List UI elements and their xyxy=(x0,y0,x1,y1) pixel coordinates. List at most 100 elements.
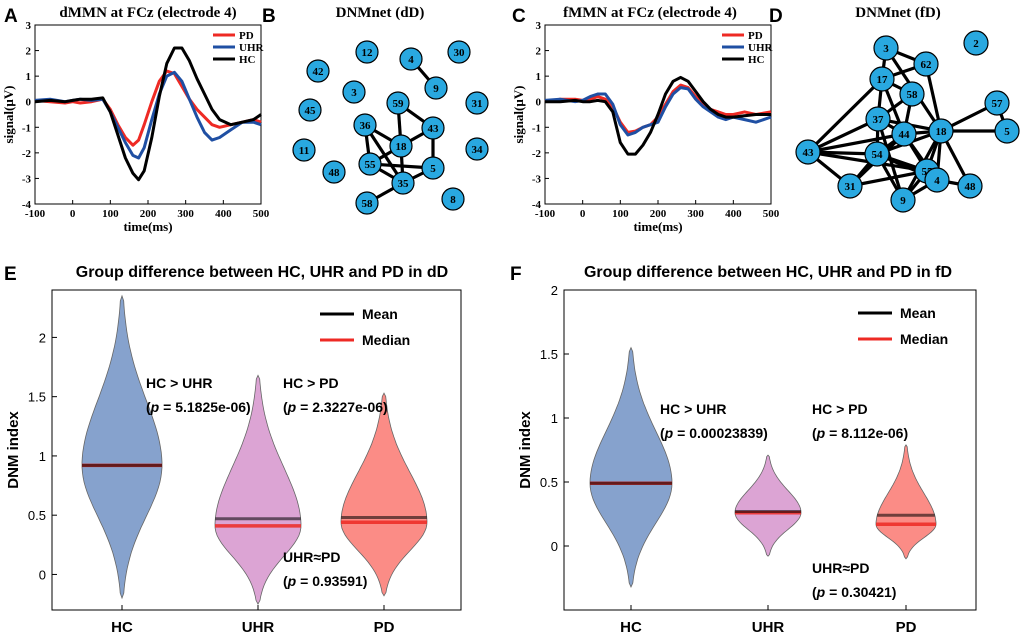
network-node xyxy=(399,47,423,71)
annotation-p-value: (p = 8.112e-06) xyxy=(812,425,908,441)
network-node xyxy=(447,40,471,64)
annotation-p-value: (p = 2.3227e-06) xyxy=(283,399,388,415)
panel-f-title: Group difference between HC, UHR and PD … xyxy=(584,264,952,281)
x-tick-label: 400 xyxy=(215,208,232,220)
network-node xyxy=(957,173,983,199)
legend-label-pd: PD xyxy=(748,30,763,42)
y-tick-label: 0 xyxy=(551,539,558,554)
panel-e-title: Group difference between HC, UHR and PD … xyxy=(76,264,448,281)
paren-open: ( xyxy=(283,399,288,415)
series-line-pd xyxy=(34,69,262,147)
x-tick-label: -100 xyxy=(25,208,46,220)
violin-chart-fd: 0 0.5 1 1.5 2 DNM index HC UHR PD Mean Median HC > … xyxy=(517,283,977,634)
network-node-label: 9 xyxy=(433,83,439,95)
network-node-label: 12 xyxy=(362,47,374,59)
annotation-comparison: UHR≈PD xyxy=(812,560,869,576)
network-node-label: 45 xyxy=(305,105,317,117)
network-node xyxy=(465,137,489,161)
panel-letter-e: E xyxy=(4,264,17,285)
paren-open: ( xyxy=(146,399,151,415)
network-node-label: 55 xyxy=(922,166,934,178)
legend-label-mean: Mean xyxy=(900,305,936,321)
x-tick-label: 100 xyxy=(102,208,119,220)
annotation-p-value: (p = 0.30421) xyxy=(812,584,896,600)
panel-d-title: DNMnet (fD) xyxy=(855,5,940,21)
y-tick-label: -2 xyxy=(22,148,32,160)
network-node-label: 30 xyxy=(454,47,466,59)
legend-label-mean: Mean xyxy=(362,306,398,322)
network-node-label: 5 xyxy=(430,163,436,175)
network-node xyxy=(358,152,382,176)
network-node-label: 48 xyxy=(965,181,977,193)
x-tick-label: 400 xyxy=(725,208,742,220)
network-node-label: 44 xyxy=(899,129,911,141)
annotation-comparison: HC > UHR xyxy=(146,375,213,391)
legend-label-pd: PD xyxy=(239,30,254,42)
series-line-pd xyxy=(544,83,772,134)
network-node-label: 3 xyxy=(351,87,357,99)
x-tick-label: 300 xyxy=(177,208,194,220)
network-node-label: 55 xyxy=(365,159,377,171)
panel-c-title: fMMN at FCz (electrode 4) xyxy=(563,5,737,21)
network-node-label: 48 xyxy=(329,167,341,179)
x-tick-label: 500 xyxy=(253,208,270,220)
annotation-comparison: HC > PD xyxy=(283,375,339,391)
network-node-label: 31 xyxy=(472,98,483,110)
network-edge xyxy=(876,118,905,201)
legend-label-hc: HC xyxy=(239,54,256,66)
network-node-label: 8 xyxy=(450,194,456,206)
x-axis-label: time(ms) xyxy=(123,219,172,234)
x-axis-label: time(ms) xyxy=(633,219,682,234)
network-node xyxy=(298,98,322,122)
p-symbol: p xyxy=(150,399,160,415)
annotation-p-value: (p = 0.93591) xyxy=(283,573,367,589)
violin-hc xyxy=(589,346,673,588)
panel-letter-d: D xyxy=(769,6,783,27)
y-tick-label: 1 xyxy=(536,71,542,83)
network-node-label: 9 xyxy=(900,195,906,207)
y-tick-label: -3 xyxy=(532,173,542,185)
y-tick-label: 0.5 xyxy=(540,475,558,490)
network-node xyxy=(292,138,316,162)
plot-frame xyxy=(51,289,462,611)
y-tick-label: 2 xyxy=(26,46,32,58)
network-node xyxy=(355,40,379,64)
paren-open: ( xyxy=(660,425,665,441)
p-symbol: p xyxy=(816,425,826,441)
network-node-label: 17 xyxy=(877,74,889,86)
network-node-label: 43 xyxy=(428,123,440,135)
x-tick-label: -100 xyxy=(535,208,556,220)
p-value: = 5.1825e-06) xyxy=(159,399,250,415)
network-node-label: 54 xyxy=(872,149,884,161)
network-node xyxy=(465,91,489,115)
network-node-label: 37 xyxy=(873,114,885,126)
network-node-label: 35 xyxy=(398,178,410,190)
x-tick-label: 100 xyxy=(612,208,629,220)
y-tick-label: 1 xyxy=(39,449,46,464)
x-tick-label: 500 xyxy=(763,208,780,220)
x-tick-label: HC xyxy=(111,619,133,634)
x-tick-label: UHR xyxy=(242,619,275,634)
paren-open: ( xyxy=(283,573,288,589)
network-node xyxy=(924,167,950,193)
violin-chart-dd: 0 0.5 1 1.5 2 DNM index HC UHR PD Mean Median HC > … xyxy=(5,289,462,634)
annotation-comparison: HC > UHR xyxy=(660,401,727,417)
network-node xyxy=(441,187,465,211)
network-node-label: 4 xyxy=(408,54,414,66)
panel-letter-f: F xyxy=(510,264,522,285)
y-tick-label: -2 xyxy=(532,148,542,160)
network-node-label: 5 xyxy=(1004,126,1010,138)
y-axis-label: signal(μV) xyxy=(1,86,16,144)
y-tick-label: 2 xyxy=(536,46,542,58)
p-value: = 0.93591) xyxy=(296,573,367,589)
annotation-comparison: UHR≈PD xyxy=(283,549,340,565)
network-node-label: 34 xyxy=(472,144,484,156)
network-node xyxy=(342,80,366,104)
network-node xyxy=(913,51,939,77)
y-tick-label: 0.5 xyxy=(28,508,46,523)
network-node-label: 11 xyxy=(299,145,309,157)
legend-label-median: Median xyxy=(900,331,948,347)
network-node xyxy=(928,118,954,144)
network-node-label: 42 xyxy=(313,66,325,78)
